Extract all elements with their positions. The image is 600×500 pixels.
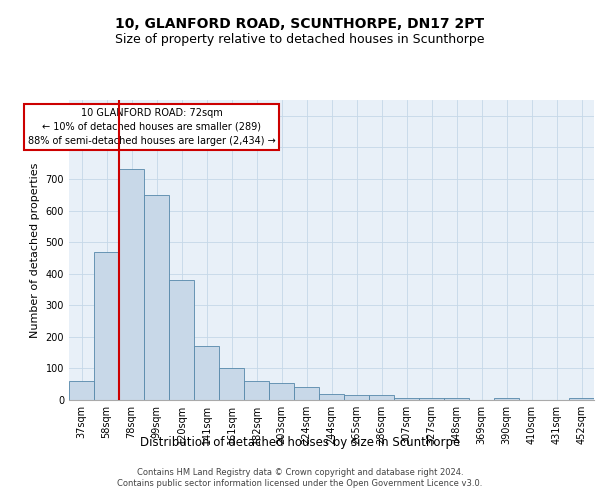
Bar bbox=[69, 381, 94, 400]
Y-axis label: Number of detached properties: Number of detached properties bbox=[30, 162, 40, 338]
Bar bbox=[394, 398, 419, 400]
Bar bbox=[344, 396, 369, 400]
Bar bbox=[319, 394, 344, 400]
Text: 10 GLANFORD ROAD: 72sqm
← 10% of detached houses are smaller (289)
88% of semi-d: 10 GLANFORD ROAD: 72sqm ← 10% of detache… bbox=[28, 108, 275, 146]
Bar bbox=[119, 170, 144, 400]
Bar bbox=[94, 252, 119, 400]
Bar bbox=[294, 388, 319, 400]
Bar bbox=[169, 280, 194, 400]
Bar bbox=[269, 382, 294, 400]
Bar bbox=[419, 398, 444, 400]
Bar bbox=[369, 396, 394, 400]
Bar bbox=[144, 194, 169, 400]
Text: Size of property relative to detached houses in Scunthorpe: Size of property relative to detached ho… bbox=[115, 32, 485, 46]
Bar bbox=[444, 398, 469, 400]
Bar bbox=[494, 398, 519, 400]
Text: 10, GLANFORD ROAD, SCUNTHORPE, DN17 2PT: 10, GLANFORD ROAD, SCUNTHORPE, DN17 2PT bbox=[115, 18, 485, 32]
Bar bbox=[219, 368, 244, 400]
Text: Distribution of detached houses by size in Scunthorpe: Distribution of detached houses by size … bbox=[140, 436, 460, 449]
Bar bbox=[569, 398, 594, 400]
Text: Contains HM Land Registry data © Crown copyright and database right 2024.
Contai: Contains HM Land Registry data © Crown c… bbox=[118, 468, 482, 487]
Bar bbox=[244, 381, 269, 400]
Bar bbox=[194, 346, 219, 400]
